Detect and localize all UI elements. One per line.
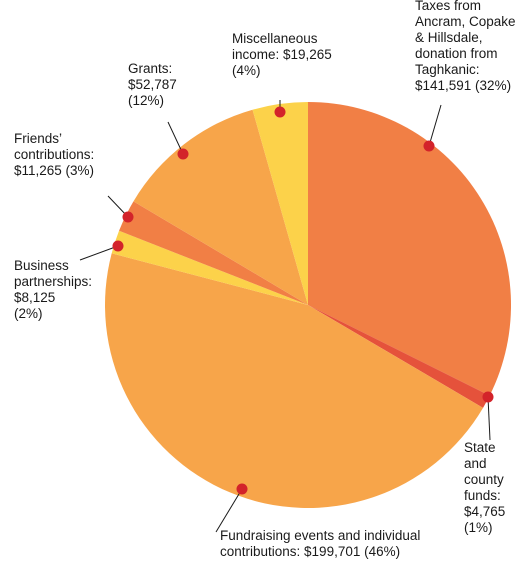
- slice-label-line: Taghkanic:: [415, 62, 480, 77]
- slice-label-line: $8,125: [14, 290, 55, 305]
- slice-label-line: donation from: [415, 46, 498, 61]
- slice-label-line: partnerships:: [14, 274, 92, 289]
- slice-label-line: Miscellaneous: [232, 31, 318, 46]
- slice-label-line: $11,265 (3%): [14, 163, 94, 178]
- slice-label-line: contributions: $199,701 (46%): [220, 544, 400, 559]
- slice-label-line: $4,765: [464, 504, 505, 519]
- marker-dot-business-partnerships: [112, 240, 124, 252]
- slice-label-line: (12%): [128, 93, 164, 108]
- slice-label-line: (2%): [14, 306, 43, 321]
- leader-line-grants: [167, 121, 184, 155]
- slice-label-line: Business: [14, 258, 69, 273]
- slice-label-fundraising-events-and-individual-contributions: Fundraising events and individual contrib…: [220, 528, 420, 559]
- slice-label-taxes-from-ancram-copake-hillsdale-donation-from-taghkanic: Taxes from Ancram, Copake & Hillsdale, dona…: [415, 0, 516, 93]
- slice-label-line: contributions:: [14, 147, 94, 162]
- slice-label-miscellaneous-income: Miscellaneous income: $19,265 (4%): [232, 31, 332, 78]
- pie-slice-fundraising-events-and-individual-contributions: [105, 253, 484, 509]
- pie-slices: [105, 102, 512, 509]
- slice-label-state-and-county-funds: State and county funds: $4,765 (1%): [464, 440, 505, 535]
- slice-markers: [112, 106, 494, 495]
- slice-label-line: (1%): [464, 520, 493, 535]
- slice-labels: Taxes from Ancram, Copake & Hillsdale, dona…: [14, 0, 516, 559]
- slice-label-line: State: [464, 440, 496, 455]
- slice-label-grants: Grants: $52,787 (12%): [128, 61, 177, 108]
- pie-slice-business-partnerships: [111, 230, 308, 305]
- leader-line-taxes-from-ancram-copake-hillsdale-donation-from-taghkanic: [428, 104, 442, 147]
- slice-label-line: income: $19,265: [232, 47, 332, 62]
- leader-line-business-partnerships: [79, 245, 119, 261]
- marker-dot-fundraising-events-and-individual-contributions: [236, 483, 248, 495]
- pie-slice-taxes-from-ancram-copake-hillsdale-donation-from-taghkanic: [308, 102, 512, 396]
- pie-slice-friends-contributions: [119, 201, 308, 305]
- slice-label-line: Friends’: [14, 131, 62, 146]
- marker-dot-grants: [177, 148, 189, 160]
- slice-label-line: Taxes from: [415, 0, 481, 13]
- pie-slice-grants: [133, 109, 308, 305]
- slice-label-line: Grants:: [128, 61, 172, 76]
- slice-label-business-partnerships: Business partnerships: $8,125 (2%): [14, 258, 92, 321]
- slice-label-line: county: [464, 472, 504, 487]
- leader-line-fundraising-events-and-individual-contributions: [215, 488, 243, 533]
- slice-label-line: and: [464, 456, 487, 471]
- leader-line-state-and-county-funds: [487, 396, 491, 441]
- slice-label-line: $52,787: [128, 77, 177, 92]
- slice-label-line: Ancram, Copake: [415, 14, 516, 29]
- marker-dot-state-and-county-funds: [482, 391, 494, 403]
- slice-label-line: Fundraising events and individual: [220, 528, 420, 543]
- slice-label-line: funds:: [464, 488, 501, 503]
- slice-label-line: $141,591 (32%): [415, 78, 511, 93]
- slice-label-line: (4%): [232, 63, 261, 78]
- marker-dot-friends-contributions: [122, 211, 134, 223]
- slice-label-line: & Hillsdale,: [415, 30, 483, 45]
- slice-label-friends-contributions: Friends’ contributions: $11,265 (3%): [14, 131, 94, 178]
- marker-dot-miscellaneous-income: [274, 106, 286, 118]
- marker-dot-taxes-from-ancram-copake-hillsdale-donation-from-taghkanic: [423, 140, 435, 152]
- pie-slice-miscellaneous-income: [252, 102, 308, 305]
- pie-slice-state-and-county-funds: [308, 305, 490, 408]
